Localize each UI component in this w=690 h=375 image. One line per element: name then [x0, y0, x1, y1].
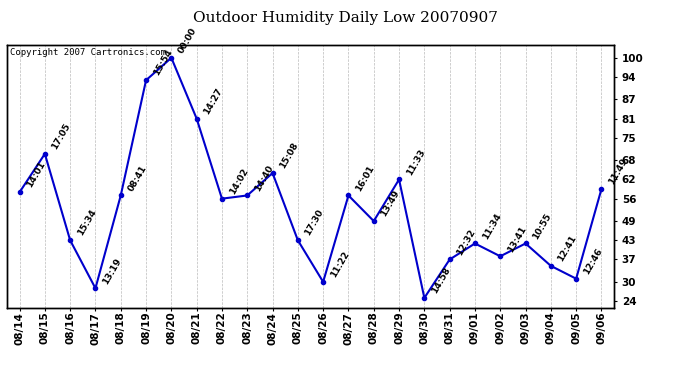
- Text: 14:58: 14:58: [430, 266, 452, 295]
- Text: 14:01: 14:01: [25, 160, 47, 189]
- Text: Outdoor Humidity Daily Low 20070907: Outdoor Humidity Daily Low 20070907: [193, 11, 497, 25]
- Text: 00:00: 00:00: [177, 26, 199, 55]
- Text: 11:33: 11:33: [404, 147, 426, 177]
- Text: 10:55: 10:55: [531, 211, 553, 241]
- Text: 15:54: 15:54: [152, 48, 174, 77]
- Text: 13:49: 13:49: [380, 189, 402, 218]
- Text: 12:46: 12:46: [582, 246, 604, 276]
- Text: 16:01: 16:01: [354, 164, 376, 193]
- Text: 11:49: 11:49: [607, 157, 629, 186]
- Text: 12:32: 12:32: [455, 227, 477, 257]
- Text: Copyright 2007 Cartronics.com: Copyright 2007 Cartronics.com: [10, 48, 166, 57]
- Text: 12:41: 12:41: [556, 234, 579, 263]
- Text: 13:19: 13:19: [101, 256, 124, 285]
- Text: 11:22: 11:22: [328, 250, 351, 279]
- Text: 14:40: 14:40: [253, 163, 275, 193]
- Text: 15:34: 15:34: [76, 208, 98, 237]
- Text: 17:05: 17:05: [50, 122, 72, 151]
- Text: 11:34: 11:34: [480, 211, 503, 241]
- Text: 08:41: 08:41: [126, 164, 148, 193]
- Text: 14:02: 14:02: [228, 166, 250, 196]
- Text: 14:27: 14:27: [202, 86, 224, 116]
- Text: 13:41: 13:41: [506, 224, 528, 254]
- Text: 17:30: 17:30: [304, 208, 326, 237]
- Text: 15:08: 15:08: [278, 141, 300, 170]
